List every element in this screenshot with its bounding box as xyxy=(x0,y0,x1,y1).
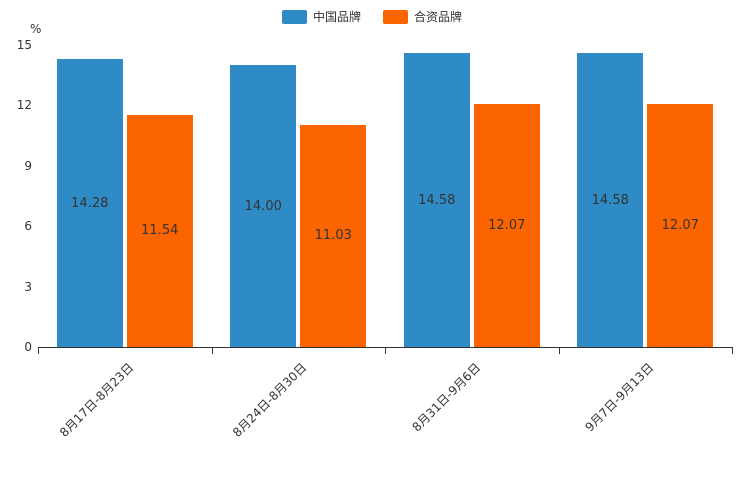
x-axis-tick xyxy=(558,348,560,354)
bar-value-label: 14.58 xyxy=(591,192,629,208)
legend-label-joint-venture-brands: 合资品牌 xyxy=(414,10,463,24)
y-tick-label: 9 xyxy=(24,158,32,173)
legend-swatch-china-brands xyxy=(281,9,307,24)
bar-s1-c1: 11.03 xyxy=(300,124,367,347)
legend-label-china-brands: 中国品牌 xyxy=(312,10,361,24)
x-axis-tick xyxy=(385,348,386,354)
bar-value-label: 11.03 xyxy=(314,228,352,244)
x-axis-category-label: 8月24日-8月30日 xyxy=(230,360,310,440)
legend-swatch-joint-venture-brands xyxy=(383,9,408,24)
legend-item-china-brands[interactable]: 中国品牌 xyxy=(281,8,361,25)
y-tick-label: 12 xyxy=(16,98,32,113)
legend-item-joint-venture-brands[interactable]: 合资品牌 xyxy=(383,8,462,25)
legend: 中国品牌 合资品牌 xyxy=(0,8,744,25)
y-tick-label: 3 xyxy=(24,279,32,294)
x-axis-tick xyxy=(38,348,39,354)
x-axis-category-label: 8月17日-8月23日 xyxy=(56,360,137,440)
bar-s0-c1: 14.00 xyxy=(230,65,297,347)
y-tick-label: 15 xyxy=(16,38,32,52)
y-tick-label: 0 xyxy=(24,340,32,354)
x-axis-line xyxy=(38,347,733,348)
x-axis-category-label: 9月7日-9月13日 xyxy=(582,360,657,435)
bar-s0-c0: 14.28 xyxy=(56,59,123,347)
bar-s1-c0: 11.54 xyxy=(126,114,193,347)
bar-value-label: 14.28 xyxy=(71,195,109,211)
y-tick-label: 6 xyxy=(24,219,32,234)
y-axis-unit-label: % xyxy=(30,22,42,36)
bar-value-label: 11.54 xyxy=(141,223,179,239)
bar-value-label: 12.07 xyxy=(661,217,699,233)
x-axis-category-label: 8月31日-9月6日 xyxy=(409,360,484,435)
bar-value-label: 14.00 xyxy=(244,198,282,214)
x-axis-tick xyxy=(211,348,213,354)
bar-value-label: 12.07 xyxy=(488,217,526,233)
bar-s1-c2: 12.07 xyxy=(473,103,540,347)
bar-value-label: 14.58 xyxy=(418,192,456,208)
x-axis-tick xyxy=(732,348,733,354)
bar-s0-c2: 14.58 xyxy=(403,53,470,347)
bar-s1-c3: 12.07 xyxy=(647,103,714,347)
bar-s0-c3: 14.58 xyxy=(577,53,644,347)
